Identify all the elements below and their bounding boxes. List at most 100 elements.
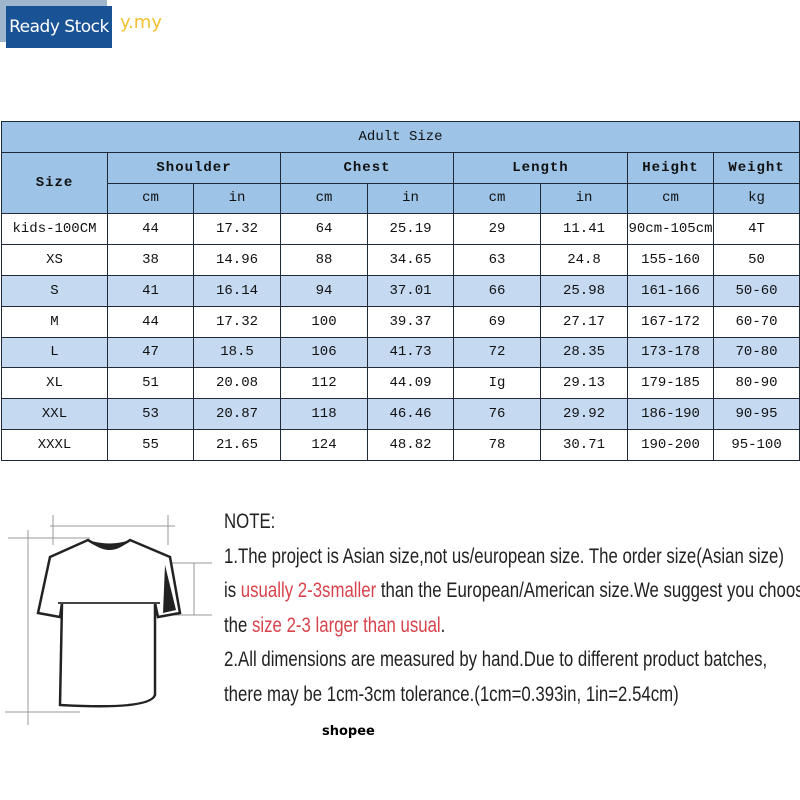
unit-header: in	[540, 182, 628, 215]
table-cell: 16.14	[193, 274, 281, 307]
table-cell: 161-166	[627, 274, 714, 307]
table-cell: 60-70	[712, 305, 800, 338]
table-cell: 100	[280, 305, 368, 338]
length-header: Length	[453, 151, 628, 184]
table-cell: 118	[280, 398, 368, 430]
table-cell: 186-190	[627, 398, 714, 430]
table-cell: 63	[453, 244, 541, 276]
table-cell: 50	[712, 244, 800, 276]
shoulder-header: Shoulder	[107, 151, 281, 184]
table-row: XXL 53 20.87 118 46.46 76 29.92 186-190 90-95	[1, 398, 800, 430]
unit-header: in	[193, 182, 281, 215]
table-cell: 44.09	[367, 367, 454, 400]
table-cell: 94	[280, 274, 368, 307]
table-cell: 155-160	[627, 244, 714, 276]
store-name-fragment: y.my	[120, 12, 162, 33]
table-row: XXXL 55 21.65 124 48.82 78 30.71 190-200 95-100	[1, 428, 800, 461]
table-cell: 30.71	[540, 428, 628, 461]
table-row: L 47 18.5 106 41.73 72 28.35 173-178 70-80	[1, 336, 800, 369]
table-row: S 41 16.14 94 37.01 66 25.98 161-166 50-60	[1, 274, 800, 307]
unit-header: cm	[280, 182, 368, 215]
note-line-1: 1.The project is Asian size,not us/europ…	[224, 544, 784, 568]
size-label-cell: M	[1, 305, 108, 338]
table-cell: 21.65	[193, 428, 281, 461]
table-cell: 38	[107, 244, 194, 276]
size-label-cell: XS	[1, 244, 108, 276]
table-cell: 66	[453, 274, 541, 307]
note-line-2: is usually 2-3smaller than the European/…	[224, 574, 800, 609]
highlight-text: size 2-3 larger than usual	[252, 613, 441, 637]
table-row: XL 51 20.08 112 44.09 Ig 29.13 179-185 80-90	[1, 367, 800, 400]
table-cell: 20.87	[193, 398, 281, 430]
text: than the European/American size.We sugge…	[376, 579, 800, 602]
size-label-cell: XL	[1, 367, 108, 400]
table-cell: 47	[107, 336, 194, 369]
table-cell: 48.82	[367, 428, 454, 461]
table-cell: 51	[107, 367, 194, 400]
note-line-5: there may be 1cm-3cm tolerance.(1cm=0.39…	[224, 682, 679, 706]
table-cell: 25.19	[367, 213, 454, 246]
table-cell: 70-80	[712, 336, 800, 369]
size-label-cell: S	[1, 274, 108, 307]
size-note: NOTE: 1.The project is Asian size,not us…	[224, 505, 800, 712]
table-cell: 90-95	[712, 398, 800, 430]
unit-header: cm	[107, 182, 194, 215]
table-cell: 39.37	[367, 305, 454, 338]
size-label-cell: XXL	[1, 398, 108, 430]
table-cell: 72	[453, 336, 541, 369]
table-cell: 44	[107, 305, 194, 338]
unit-header: kg	[712, 182, 800, 215]
table-cell: 27.17	[540, 305, 628, 338]
table-cell: 112	[280, 367, 368, 400]
unit-header: cm	[627, 182, 714, 215]
table-cell: 18.5	[193, 336, 281, 369]
table-cell: 55	[107, 428, 194, 461]
table-cell: 29	[453, 213, 541, 246]
highlight-text: usually 2-3smaller	[240, 579, 377, 602]
table-cell: 17.32	[193, 305, 281, 338]
table-cell: 50-60	[712, 274, 800, 307]
note-line-3: the size 2-3 larger than usual.	[224, 609, 784, 644]
table-cell: 90cm-105cm	[627, 213, 714, 246]
table-cell: 41.73	[367, 336, 454, 369]
table-cell: 173-178	[627, 336, 714, 369]
text: the	[224, 613, 253, 637]
note-line-4: 2.All dimensions are measured by hand.Du…	[224, 648, 768, 671]
size-label-cell: XXXL	[1, 428, 108, 461]
table-cell: 46.46	[367, 398, 454, 430]
table-cell: 20.08	[193, 367, 281, 400]
table-cell: 69	[453, 305, 541, 338]
table-cell: 179-185	[627, 367, 714, 400]
table-cell: 190-200	[627, 428, 714, 461]
note-heading: NOTE:	[224, 510, 276, 533]
table-cell: Ig	[453, 367, 541, 400]
table-cell: 53	[107, 398, 194, 430]
table-row: XS 38 14.96 88 34.65 63 24.8 155-160 50	[1, 244, 800, 276]
size-header: Size	[1, 151, 108, 215]
text: .	[440, 613, 446, 637]
table-cell: 41	[107, 274, 194, 307]
table-cell: 167-172	[627, 305, 714, 338]
table-cell: 78	[453, 428, 541, 461]
table-cell: 25.98	[540, 274, 628, 307]
table-cell: 17.32	[193, 213, 281, 246]
table-cell: 4T	[712, 213, 800, 246]
table-cell: 76	[453, 398, 541, 430]
tshirt-measurement-illustration	[5, 515, 212, 725]
unit-header: cm	[453, 182, 541, 215]
height-header: Height	[627, 151, 714, 184]
unit-header: in	[367, 182, 454, 215]
table-cell: 24.8	[540, 244, 628, 276]
table-row: kids-100CM 44 17.32 64 25.19 29 11.41 90cm-105c…	[1, 213, 800, 246]
table-cell: 88	[280, 244, 368, 276]
table-cell: 80-90	[712, 367, 800, 400]
table-row: M 44 17.32 100 39.37 69 27.17 167-172 60-70	[1, 305, 800, 338]
size-label-cell: L	[1, 336, 108, 369]
table-cell: 44	[107, 213, 194, 246]
table-cell: 64	[280, 213, 368, 246]
table-cell: 106	[280, 336, 368, 369]
table-cell: 124	[280, 428, 368, 461]
ready-stock-badge: Ready Stock	[6, 6, 112, 48]
size-chart-table: Adult Size Size Shoulder Chest Length He…	[0, 121, 800, 461]
table-cell: 28.35	[540, 336, 628, 369]
